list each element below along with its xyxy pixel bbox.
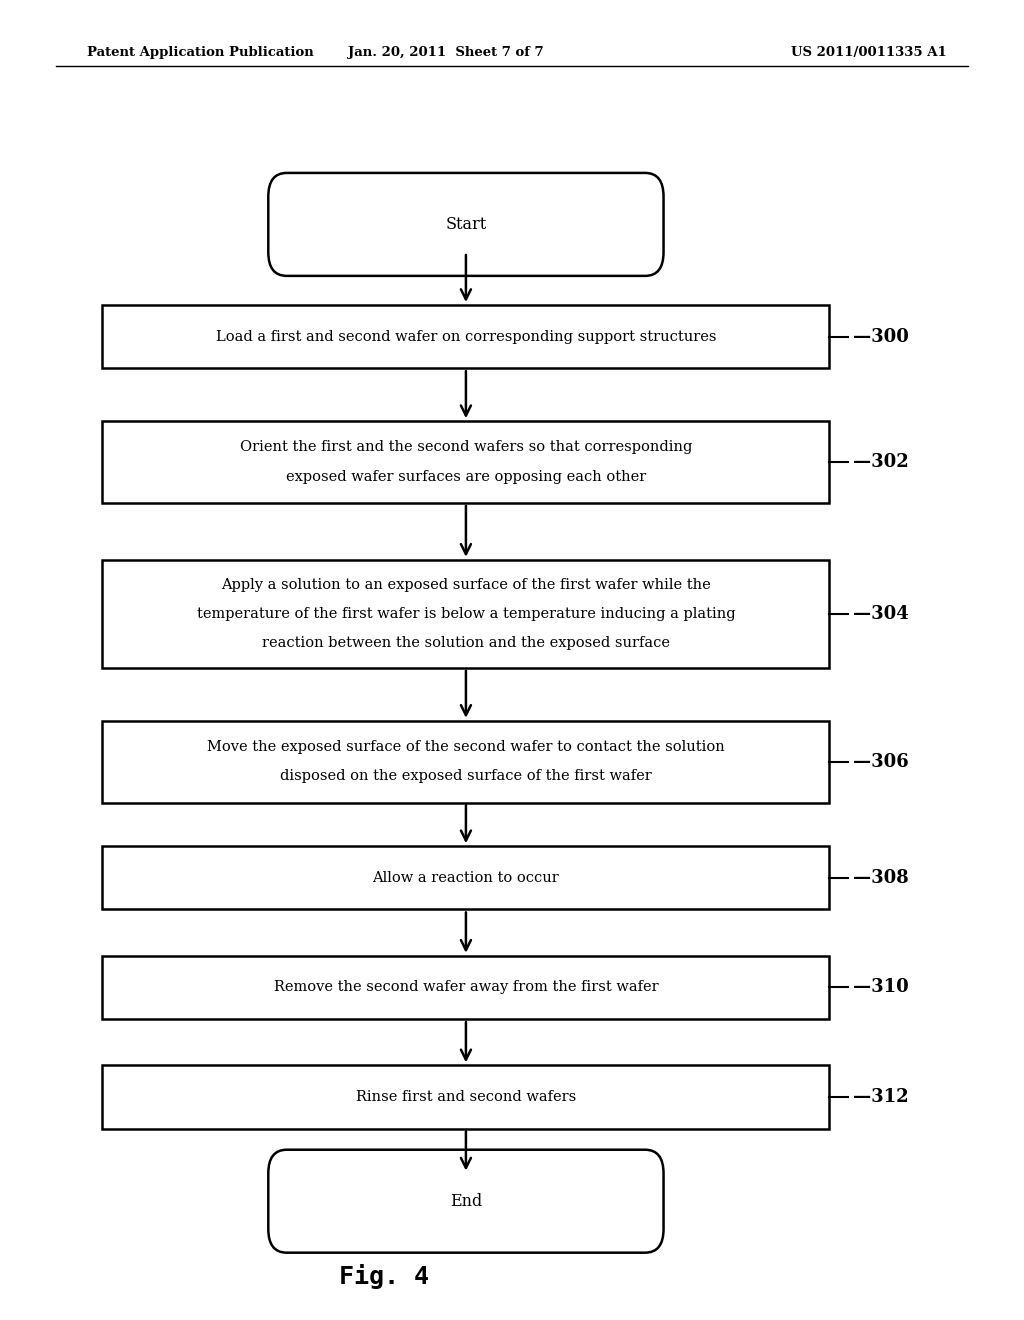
Bar (102, 846, 829, 909)
Text: US 2011/0011335 A1: US 2011/0011335 A1 (792, 46, 947, 59)
Text: End: End (450, 1193, 482, 1209)
Text: disposed on the exposed surface of the first wafer: disposed on the exposed surface of the f… (280, 770, 652, 783)
Text: exposed wafer surfaces are opposing each other: exposed wafer surfaces are opposing each… (286, 470, 646, 483)
Text: reaction between the solution and the exposed surface: reaction between the solution and the ex… (262, 636, 670, 649)
Text: —300: —300 (853, 327, 909, 346)
Text: Load a first and second wafer on corresponding support structures: Load a first and second wafer on corresp… (216, 330, 716, 343)
Bar (102, 956, 829, 1019)
Bar (102, 560, 829, 668)
Text: Patent Application Publication: Patent Application Publication (87, 46, 313, 59)
Text: —312: —312 (853, 1088, 908, 1106)
Text: Start: Start (445, 216, 486, 232)
Text: temperature of the first wafer is below a temperature inducing a plating: temperature of the first wafer is below … (197, 607, 735, 620)
Text: Move the exposed surface of the second wafer to contact the solution: Move the exposed surface of the second w… (207, 741, 725, 754)
Text: —302: —302 (853, 453, 908, 471)
Text: Rinse first and second wafers: Rinse first and second wafers (355, 1090, 577, 1104)
Text: —304: —304 (853, 605, 908, 623)
Text: Jan. 20, 2011  Sheet 7 of 7: Jan. 20, 2011 Sheet 7 of 7 (347, 46, 544, 59)
Bar (102, 305, 829, 368)
Text: Orient the first and the second wafers so that corresponding: Orient the first and the second wafers s… (240, 441, 692, 454)
Bar (102, 1065, 829, 1129)
Text: Remove the second wafer away from the first wafer: Remove the second wafer away from the fi… (273, 981, 658, 994)
Text: Fig. 4: Fig. 4 (339, 1265, 429, 1288)
Text: —306: —306 (853, 752, 908, 771)
FancyBboxPatch shape (268, 173, 664, 276)
Bar (102, 721, 829, 803)
Text: Apply a solution to an exposed surface of the first wafer while the: Apply a solution to an exposed surface o… (221, 578, 711, 591)
FancyBboxPatch shape (268, 1150, 664, 1253)
Bar (102, 421, 829, 503)
Text: —310: —310 (853, 978, 908, 997)
Text: —308: —308 (853, 869, 908, 887)
Text: Allow a reaction to occur: Allow a reaction to occur (373, 871, 559, 884)
